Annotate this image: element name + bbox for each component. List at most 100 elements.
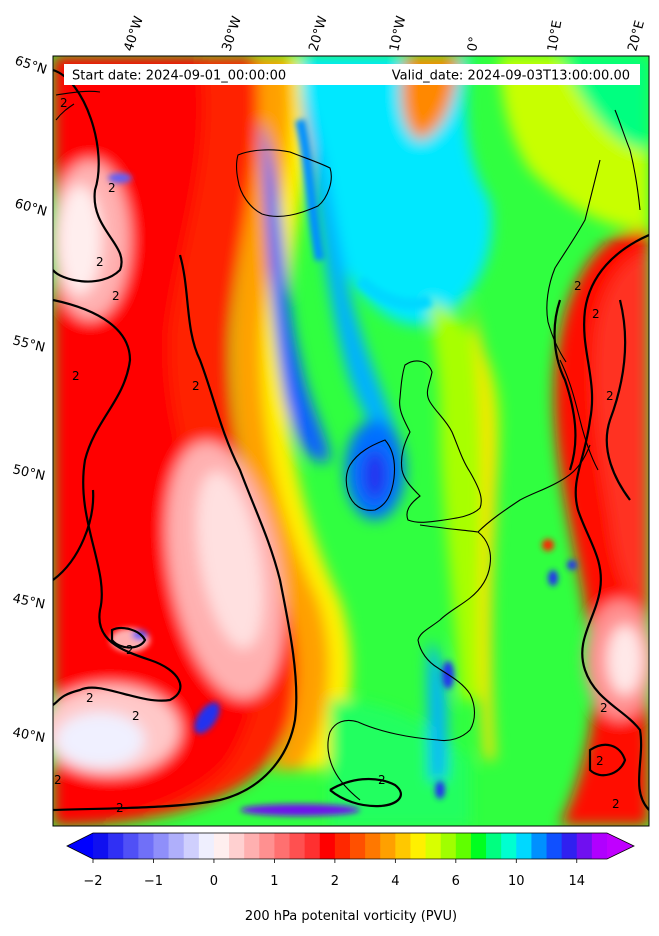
- colorbar-swatches: [93, 833, 608, 859]
- colorbar-swatch: [289, 833, 306, 859]
- denmark-coastline: [559, 359, 599, 471]
- contour-label: 2: [596, 754, 604, 768]
- header-background: [64, 64, 640, 85]
- colorbar-swatch: [304, 833, 321, 859]
- lat-label-40n: 40°N: [11, 725, 46, 746]
- contour-value-labels: 2 2 2 2 2 2 2 2 2 2 2 2 2 2 2 2 2 2: [54, 96, 620, 815]
- colorbar-swatch: [531, 833, 548, 859]
- header-bar: Start date: 2024-09-01_00:00:00 Valid_da…: [64, 64, 640, 85]
- great-britain-coastline: [399, 360, 482, 523]
- colorbar-tick-label: 10: [508, 874, 525, 889]
- contour-label: 2: [592, 307, 600, 321]
- colorbar-swatch: [198, 833, 215, 859]
- contour-label: 2: [192, 379, 200, 393]
- colorbar-swatch: [319, 833, 336, 859]
- contour-label: 2: [86, 691, 94, 705]
- coastlines: [55, 90, 641, 801]
- field-detail-layer: [108, 118, 577, 816]
- contour-label: 2: [378, 773, 386, 787]
- colorbar: −2 −1 0 1 2 4 6 10 14 200 hPa potenital vorticit…: [66, 832, 635, 924]
- colorbar-swatch: [455, 833, 472, 859]
- contour-line: [588, 743, 627, 777]
- france-coastline: [417, 524, 492, 742]
- lon-label-10w: 10°W: [387, 14, 409, 52]
- colorbar-ticks: −2 −1 0 1 2 4 6 10 14: [83, 859, 585, 889]
- colorbar-extend-low: [67, 833, 93, 859]
- colorbar-swatch: [591, 833, 608, 859]
- contour-label: 2: [612, 797, 620, 811]
- lon-label-20e: 20°E: [625, 19, 648, 53]
- colorbar-swatch: [183, 833, 200, 859]
- contour-label: 2: [96, 255, 104, 269]
- norway-coastline: [546, 159, 601, 363]
- contour-label: 2: [606, 389, 614, 403]
- latitude-labels: 65°N 60°N 55°N 50°N 45°N 40°N: [11, 54, 49, 747]
- lon-label-20w: 20°W: [306, 14, 330, 53]
- contour-label: 2: [54, 773, 62, 787]
- contour-line: [110, 626, 147, 649]
- contour-line: [605, 299, 631, 501]
- longitude-labels: 40°W 30°W 20°W 10°W 0° 10°E 20°E: [122, 14, 648, 53]
- colorbar-tick-label: 4: [391, 874, 399, 889]
- colorbar-swatch: [410, 833, 427, 859]
- colorbar-swatch: [229, 833, 245, 859]
- contour-label: 2: [132, 709, 140, 723]
- lat-label-60n: 60°N: [13, 196, 49, 219]
- colorbar-swatch: [168, 833, 185, 859]
- iceland-coastline: [235, 149, 332, 217]
- colorbar-swatch: [350, 833, 366, 859]
- colorbar-swatch: [244, 833, 260, 859]
- lon-label-30w: 30°W: [220, 14, 245, 53]
- lon-label-0: 0°: [465, 36, 482, 53]
- colorbar-swatch: [425, 833, 442, 859]
- contour-label: 2: [108, 181, 116, 195]
- greenland-coastline: [55, 90, 101, 96]
- colorbar-swatch: [108, 833, 124, 859]
- greenland-coastline: [55, 103, 75, 121]
- contour-label: 2: [600, 701, 608, 715]
- colorbar-tick-label: 14: [568, 874, 585, 889]
- lat-label-45n: 45°N: [11, 591, 46, 612]
- pv-field: [53, 56, 649, 826]
- lat-label-65n: 65°N: [13, 54, 49, 78]
- ireland-coastline: [345, 439, 396, 511]
- colorbar-swatch: [123, 833, 139, 859]
- lat-label-55n: 55°N: [11, 333, 46, 355]
- colorbar-swatch: [516, 833, 533, 859]
- colorbar-swatch: [501, 833, 517, 859]
- colorbar-swatch: [213, 833, 230, 859]
- contour-label: 2: [574, 279, 582, 293]
- colorbar-swatch: [395, 833, 412, 859]
- colorbar-swatch: [561, 833, 578, 859]
- valid-date-text: Valid_date: 2024-09-03T13:00:00.00: [392, 69, 630, 84]
- colorbar-swatch: [93, 833, 109, 859]
- lowcountries-coastline: [477, 444, 591, 533]
- contour-line: [553, 299, 577, 471]
- contour-label: 2: [116, 801, 124, 815]
- contour-line: [53, 298, 182, 706]
- contour-label: 2: [60, 96, 68, 110]
- colorbar-extend-high: [607, 833, 634, 859]
- colorbar-swatch: [259, 833, 276, 859]
- lat-label-50n: 50°N: [11, 462, 46, 484]
- colorbar-tick-label: 2: [331, 874, 339, 889]
- colorbar-swatch: [546, 833, 563, 859]
- colorbar-swatch: [365, 833, 381, 859]
- contour-line: [574, 233, 649, 811]
- contour-label: 2: [126, 643, 134, 657]
- lon-label-40w: 40°W: [122, 14, 147, 53]
- contour-line: [53, 254, 298, 812]
- colorbar-swatch: [153, 833, 170, 859]
- contour-label: 2: [112, 289, 120, 303]
- colorbar-tick-label: 6: [452, 874, 460, 889]
- colorbar-swatch: [576, 833, 593, 859]
- contour-line: [53, 68, 123, 283]
- colorbar-tick-label: −1: [144, 874, 163, 889]
- colorbar-title: 200 hPa potenital vorticity (PVU): [245, 909, 457, 924]
- pv-2-contours: [53, 68, 649, 812]
- colorbar-swatch: [440, 833, 457, 859]
- map-frame: [52, 55, 650, 827]
- start-date-text: Start date: 2024-09-01_00:00:00: [72, 69, 286, 84]
- contour-line: [53, 489, 95, 581]
